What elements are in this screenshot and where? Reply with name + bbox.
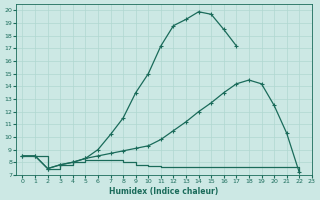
X-axis label: Humidex (Indice chaleur): Humidex (Indice chaleur) [109,187,219,196]
